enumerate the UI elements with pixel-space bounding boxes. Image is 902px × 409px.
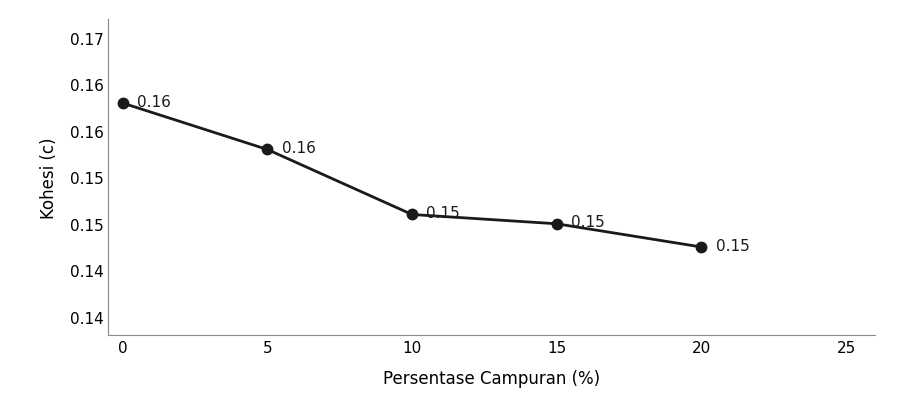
Text: 0.16: 0.16 [281,141,316,156]
Text: 0.15: 0.15 [427,206,460,220]
Text: 0.15: 0.15 [571,215,605,230]
X-axis label: Persentase Campuran (%): Persentase Campuran (%) [383,369,600,387]
Y-axis label: Kohesi (c): Kohesi (c) [41,137,59,218]
Text: 0.16: 0.16 [137,94,171,110]
Text: 0.15: 0.15 [716,238,750,253]
